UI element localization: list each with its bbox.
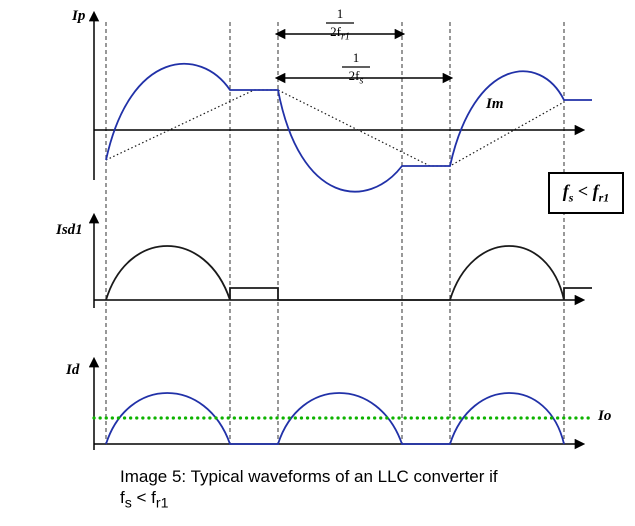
diagram-svg: [0, 0, 635, 460]
fr1-denom-sub: r1: [341, 32, 350, 43]
caption-cond-r1: r1: [156, 496, 169, 512]
vertical-guides: [106, 22, 564, 444]
label-ip: Ip: [72, 8, 85, 25]
fs-denom-sub: s: [359, 76, 363, 87]
condition-box: fs < fr1: [548, 172, 624, 214]
figure-caption: Image 5: Typical waveforms of an LLC con…: [120, 466, 520, 513]
label-im: Im: [486, 96, 504, 113]
caption-body: Typical waveforms of an LLC converter if: [191, 467, 498, 486]
panel-id: [94, 360, 592, 450]
period-label-fr1: 1 2fr1: [320, 6, 360, 43]
figure-wrap: Ip Im Isd1 Id Io 1 2fr1 1 2fs fs < fr1 I…: [0, 0, 635, 526]
caption-prefix: Image 5:: [120, 467, 191, 486]
fr1-num: 1: [337, 6, 344, 21]
fs-num: 1: [353, 50, 360, 65]
fr1-denom: 2f: [330, 24, 341, 39]
isd1-waveform: [106, 246, 592, 300]
fs-denom: 2f: [349, 68, 360, 83]
caption-cond-lt: < f: [132, 488, 156, 507]
label-id: Id: [66, 362, 79, 379]
caption-cond-s: s: [125, 496, 132, 512]
label-io: Io: [598, 408, 611, 425]
label-isd1: Isd1: [56, 222, 83, 239]
cond-sub-r1: r1: [599, 191, 610, 205]
cond-lt: <: [573, 181, 592, 201]
period-label-fs: 1 2fs: [336, 50, 376, 87]
panel-isd1: [94, 216, 592, 308]
